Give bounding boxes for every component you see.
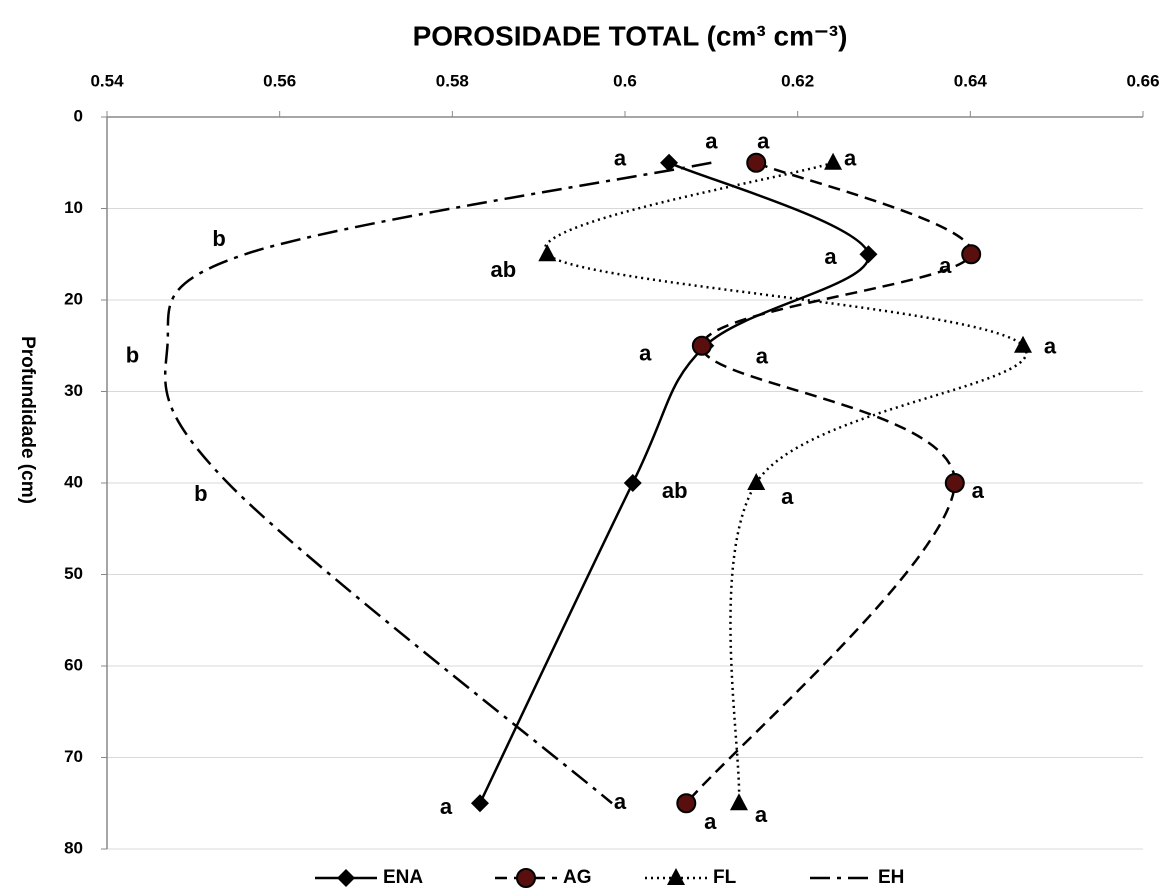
point-label: a	[705, 129, 718, 154]
marker-diamond	[623, 474, 642, 492]
marker-diamond	[859, 245, 878, 264]
y-tick-label: 70	[64, 747, 83, 766]
point-label: a	[972, 478, 985, 503]
point-label: ab	[662, 478, 688, 503]
y-tick-label: 50	[64, 564, 83, 583]
y-tick-label: 80	[64, 838, 83, 857]
x-tick-label: 0.62	[781, 71, 814, 90]
marker-circle	[944, 473, 965, 493]
point-label: b	[212, 226, 225, 251]
legend-label: ENA	[383, 867, 423, 888]
x-tick-label: 0.64	[954, 71, 988, 90]
y-tick-label: 40	[64, 472, 83, 491]
y-tick-label: 10	[64, 198, 83, 217]
x-tick-label: 0.56	[263, 71, 296, 90]
legend-marker	[337, 869, 355, 887]
x-tick-label: 0.58	[436, 71, 469, 90]
marker-triangle	[824, 152, 843, 170]
point-label: a	[781, 484, 794, 509]
point-label: a	[939, 253, 952, 278]
x-tick-label: 0.66	[1126, 71, 1159, 90]
point-label: a	[704, 809, 717, 834]
series-line	[163, 161, 712, 805]
point-label: a	[639, 341, 652, 366]
point-label: a	[757, 129, 770, 154]
marker-triangle	[538, 244, 557, 262]
series-line	[543, 161, 1028, 804]
marker-circle	[691, 335, 712, 356]
y-tick-label: 30	[64, 381, 83, 400]
point-label: a	[755, 802, 768, 827]
point-label: b	[194, 481, 207, 506]
y-tick-label: 60	[64, 655, 83, 674]
marker-diamond	[470, 794, 489, 813]
y-tick-label: 20	[64, 289, 83, 308]
point-label: a	[1044, 334, 1057, 359]
x-tick-label: 0.54	[90, 71, 124, 90]
marker-triangle	[1013, 335, 1032, 353]
point-label: a	[844, 146, 857, 171]
y-axis-label: Profundidade (cm)	[17, 336, 38, 504]
point-label: a	[614, 789, 627, 814]
x-tick-label: 0.6	[613, 71, 637, 90]
point-label: ab	[490, 257, 516, 282]
point-label: a	[756, 344, 769, 369]
point-label: b	[126, 343, 139, 368]
legend-marker	[516, 868, 536, 888]
marker-triangle	[729, 793, 748, 811]
point-label: a	[614, 146, 627, 171]
marker-circle	[746, 152, 767, 173]
marker-diamond	[660, 153, 679, 172]
point-label: a	[824, 244, 837, 269]
legend-label: FL	[713, 867, 737, 888]
legend-marker	[667, 868, 685, 885]
legend-label: AG	[563, 867, 592, 888]
marker-circle	[676, 793, 697, 814]
marker-circle	[961, 244, 982, 265]
point-label: a	[440, 794, 453, 819]
chart-title: POROSIDADE TOTAL (cm³ cm⁻³)	[413, 20, 848, 51]
legend-label: EH	[878, 867, 904, 888]
marker-triangle	[747, 473, 766, 490]
y-tick-label: 0	[74, 106, 83, 125]
